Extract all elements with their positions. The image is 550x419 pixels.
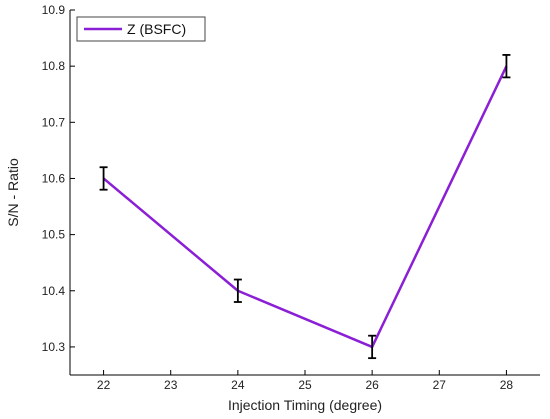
y-tick-label: 10.7	[42, 115, 66, 129]
error-bar	[233, 278, 242, 303]
axes	[69, 10, 540, 376]
legend-label: Z (BSFC)	[127, 21, 186, 37]
x-tick-label: 28	[500, 378, 514, 392]
x-tick-label: 24	[231, 378, 245, 392]
legend: Z (BSFC)	[76, 16, 206, 42]
x-tick-label: 22	[97, 378, 111, 392]
y-tick-label: 10.4	[42, 284, 66, 298]
x-ticks: 22 23 24 25 26 27 28	[97, 370, 514, 392]
error-bar	[99, 166, 108, 191]
y-tick-label: 10.5	[42, 228, 66, 242]
x-tick-label: 23	[164, 378, 178, 392]
error-bar	[502, 54, 511, 79]
y-ticks: 10.3 10.4 10.5 10.6 10.7 10.8 10.9	[42, 3, 75, 354]
y-tick-label: 10.6	[42, 171, 66, 185]
error-bar	[368, 334, 377, 360]
y-tick-label: 10.3	[42, 340, 66, 354]
y-axis-label: S/N - Ratio	[5, 158, 21, 227]
y-tick-label: 10.8	[42, 59, 66, 73]
x-tick-label: 26	[365, 378, 379, 392]
y-tick-label: 10.9	[42, 3, 66, 17]
x-tick-label: 27	[433, 378, 447, 392]
series-layer	[99, 54, 511, 360]
x-axis-label: Injection Timing (degree)	[228, 397, 382, 413]
x-tick-label: 25	[298, 378, 312, 392]
series-line	[102, 65, 508, 349]
